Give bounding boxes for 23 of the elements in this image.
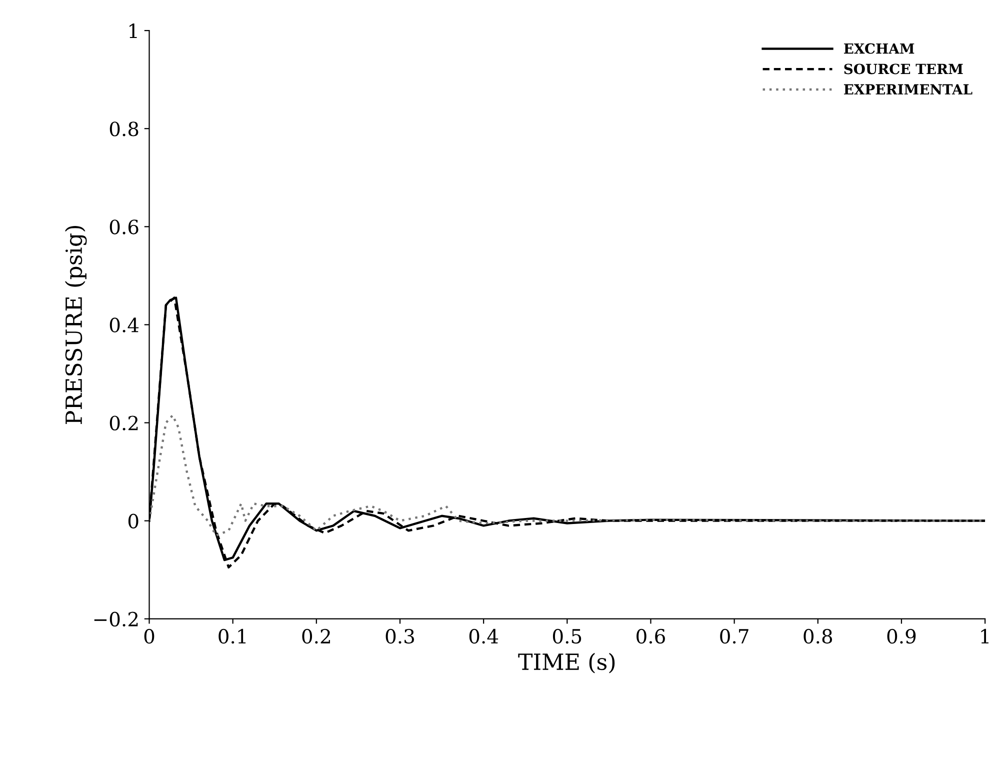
y-tick-label: 1 (130, 24, 137, 38)
x-tick-label: 0.3 (386, 628, 414, 644)
y-tick-label: 0 (128, 514, 138, 528)
x-tick-label: 1 (981, 628, 988, 644)
legend-label: EXPERIMENTAL (844, 84, 972, 94)
x-tick-label: 0.8 (804, 628, 832, 644)
y-tick-label: 0.6 (110, 220, 138, 234)
legend-label: SOURCE TERM (844, 64, 963, 74)
y-tick-label: −0.2 (94, 612, 138, 627)
y-tick-label: 0.8 (110, 122, 138, 136)
x-tick-label: 0.1 (218, 628, 246, 644)
x-tick-label: 0.7 (720, 628, 748, 644)
x-tick-label: 0.2 (302, 628, 330, 644)
x-tick-label: 0.4 (469, 628, 498, 644)
x-tick-label: 0 (144, 628, 154, 644)
x-tick-label: 0.5 (552, 628, 582, 644)
legend-label: EXCHAM (844, 43, 914, 54)
x-tick-label: 0.6 (636, 628, 665, 644)
x-axis-title: TIME (s) (518, 652, 615, 674)
y-tick-label: 0.2 (110, 416, 138, 430)
y-tick-label: 0.4 (110, 318, 139, 332)
y-axis-title: PRESSURE (psig) (64, 226, 87, 424)
x-tick-label: 0.9 (887, 628, 916, 644)
